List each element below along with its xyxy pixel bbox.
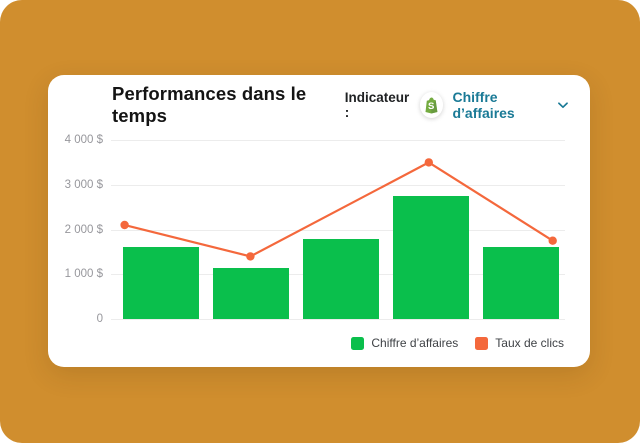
line-series-taux-de-clics (120, 158, 557, 261)
gridline (111, 319, 565, 320)
bar-chiffre-d-affaires (302, 238, 379, 319)
shopify-icon: S (419, 92, 444, 118)
shopify-bag-icon: S (425, 97, 438, 113)
card-header: Performances dans le temps Indicateur : … (112, 83, 568, 126)
gridline (111, 140, 565, 141)
legend-label: Taux de clics (495, 336, 564, 350)
indicator-label: Indicateur : (344, 90, 410, 120)
legend-swatch (475, 336, 489, 350)
y-axis-tick-label: 0 (96, 313, 103, 325)
chevron-down-icon (558, 101, 568, 108)
chart-legend: Chiffre d’affaires Taux de clics (351, 336, 564, 350)
line-point (424, 158, 433, 167)
legend-item: Chiffre d’affaires (351, 336, 458, 350)
gridline (111, 229, 565, 231)
gridline (111, 184, 565, 186)
indicator-dropdown[interactable]: Chiffre d’affaires (452, 89, 568, 121)
line-point (246, 252, 255, 261)
y-axis-tick-label: 1 000 $ (64, 268, 103, 281)
bar-chiffre-d-affaires (392, 195, 469, 319)
y-axis-tick-label: 3 000 $ (64, 178, 103, 191)
plot-area (111, 140, 565, 320)
y-axis-tick-label: 4 000 $ (64, 134, 103, 146)
legend-item: Taux de clics (475, 336, 564, 350)
indicator-value: Chiffre d’affaires (452, 89, 515, 121)
legend-label: Chiffre d’affaires (371, 336, 459, 350)
bar-chiffre-d-affaires (482, 247, 559, 319)
bar-chiffre-d-affaires (212, 267, 289, 319)
page-title: Performances dans le temps (112, 83, 307, 126)
legend-swatch (351, 336, 365, 350)
line-point (120, 220, 129, 230)
y-axis-tick-label: 2 000 $ (64, 223, 103, 236)
svg-text:S: S (428, 101, 434, 112)
bar-chiffre-d-affaires (122, 247, 199, 319)
indicator-control: Indicateur : S Chiffre d’affaires (345, 89, 568, 121)
line-point (548, 236, 557, 245)
performance-card: Performances dans le temps Indicateur : … (48, 75, 590, 367)
